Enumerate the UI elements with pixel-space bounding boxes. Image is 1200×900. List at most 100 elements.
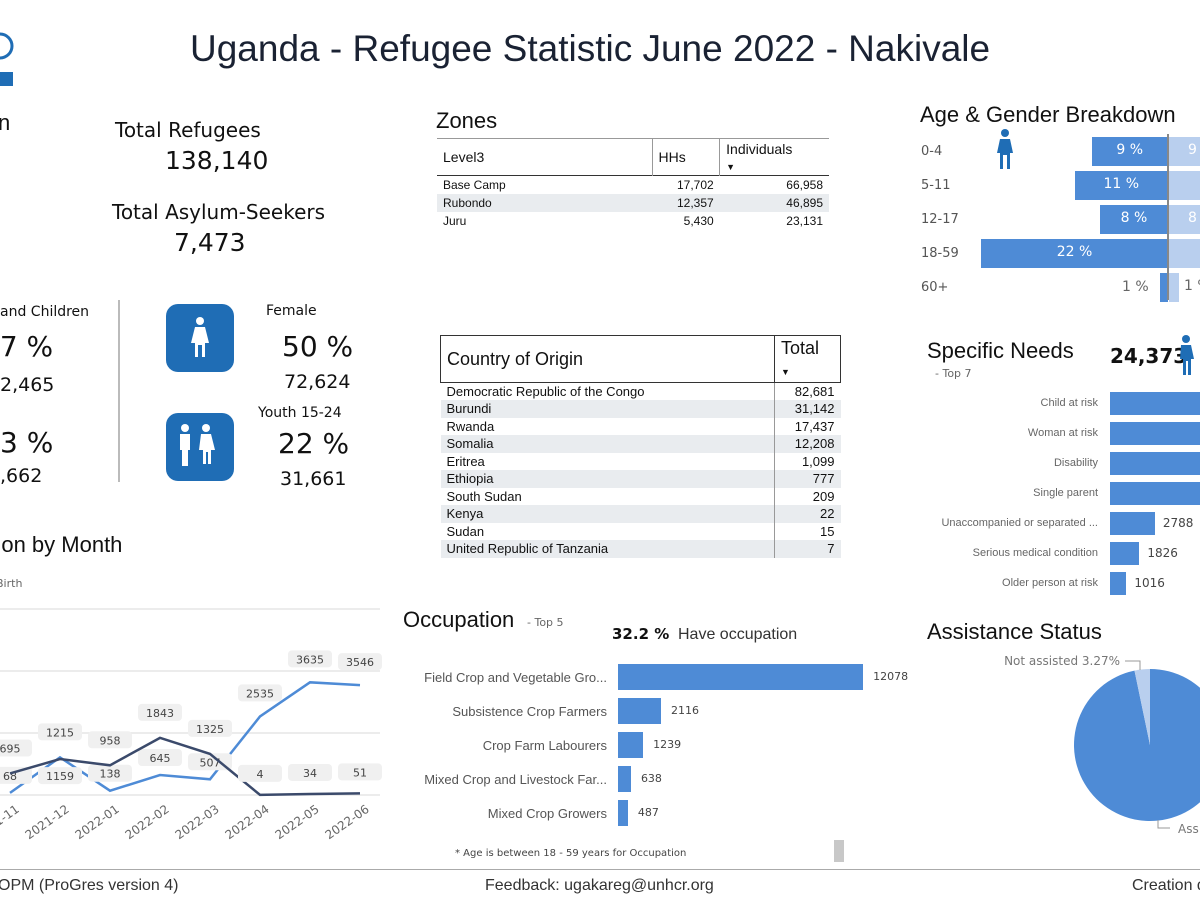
occupation-value: 638 <box>640 772 662 785</box>
female-bar-label: 8 % <box>1120 210 1148 226</box>
assistance-pie: Not assisted 3.27% Ass <box>1004 654 1200 836</box>
data-label: 958 <box>100 734 121 747</box>
data-label-bg <box>88 731 132 749</box>
need-bar <box>1110 452 1200 475</box>
country-row[interactable]: South Sudan 209 <box>441 487 841 505</box>
occupation-pct: 32.2 % <box>612 625 670 643</box>
pie-label: Not assisted 3.27% <box>1004 654 1120 668</box>
scrollbar[interactable] <box>834 840 844 862</box>
occupation-value: 2116 <box>670 704 699 717</box>
data-label: 1215 <box>46 726 74 739</box>
country-cell: 15 <box>774 522 841 540</box>
pie-slice[interactable] <box>1134 669 1150 745</box>
data-label-bg <box>38 767 82 785</box>
zones-col-individuals-label: Individuals <box>726 141 793 157</box>
zones-col-hhs[interactable]: HHs <box>652 138 721 176</box>
country-row[interactable]: United Republic of Tanzania 7 <box>440 540 841 558</box>
country-row[interactable]: Eritrea 1,099 <box>441 452 841 470</box>
female-bar <box>1100 205 1168 234</box>
country-row[interactable]: Rwanda 17,437 <box>441 417 841 435</box>
occupation-pct-label: Have occupation <box>678 626 798 643</box>
data-label-bg <box>0 739 32 757</box>
occupation-label: Crop Farm Labourers <box>482 738 607 753</box>
series-line-light <box>9 681 361 794</box>
data-label: 1159 <box>46 770 74 783</box>
zone-cell: 66,958 <box>786 178 823 192</box>
x-tick-label: 2022-05 <box>273 802 322 840</box>
zone-row[interactable]: Base Camp 17,702 66,958 <box>437 176 829 195</box>
zones-col-level3[interactable]: Level3 <box>437 138 653 176</box>
youth-label: Youth 15-24 <box>258 405 342 421</box>
second-count: ,662 <box>0 465 43 487</box>
female-figure-icon <box>995 128 1015 174</box>
country-row[interactable]: Kenya 22 <box>440 505 841 523</box>
occupation-note: * Age is between 18 - 59 years for Occup… <box>455 848 687 859</box>
data-label-bg <box>188 719 232 737</box>
need-label: Serious medical condition <box>972 547 1098 559</box>
country-row[interactable]: Ethiopia 777 <box>440 470 841 488</box>
data-label-bg <box>338 653 382 671</box>
age-group-label: 60+ <box>921 280 949 295</box>
sort-desc-icon: ▼ <box>781 367 790 377</box>
data-label-bg <box>138 749 182 767</box>
country-row[interactable]: Somalia 12,208 <box>440 435 841 453</box>
occupation-bar <box>618 664 864 690</box>
total-asylum-value: 7,473 <box>174 228 246 257</box>
need-bar <box>1110 542 1140 565</box>
country-row[interactable]: Sudan 15 <box>441 522 841 540</box>
unhcr-logo <box>0 28 14 93</box>
leader-line <box>1125 660 1141 670</box>
occupation-title: Occupation <box>403 607 515 632</box>
footer-feedback[interactable]: Feedback: ugakareg@unhcr.org <box>485 877 714 894</box>
country-col-total[interactable]: Total ▼ <box>774 335 841 383</box>
pie-slice[interactable] <box>1074 669 1200 821</box>
zone-cell: Juru <box>443 214 467 228</box>
data-label-bg <box>38 723 82 741</box>
partial-heading: n <box>0 110 11 135</box>
data-label: 645 <box>150 752 171 765</box>
female-bar-label: 11 % <box>1103 176 1140 192</box>
zones-col-individuals[interactable]: Individuals ▼ <box>720 139 829 176</box>
person-icon <box>1177 334 1195 380</box>
female-bar <box>1159 273 1168 302</box>
data-label-bg <box>288 650 332 668</box>
country-cell: Democratic Republic of the Congo <box>446 384 645 399</box>
zone-row[interactable]: Rubondo 12,357 46,895 <box>437 194 829 212</box>
need-label: Child at risk <box>1040 397 1098 409</box>
male-bar <box>1169 171 1200 200</box>
occupation-label: Subsistence Crop Farmers <box>452 704 607 719</box>
data-label-bg <box>238 764 282 782</box>
need-label: Woman at risk <box>1027 427 1098 439</box>
women-children-pct: 77 % <box>0 330 54 363</box>
occupation-bar <box>618 766 631 792</box>
country-cell: South Sudan <box>446 488 522 504</box>
x-tick-label: 2022-03 <box>173 802 222 840</box>
male-bar-label: 1 % <box>1184 278 1200 294</box>
female-bar-label: 9 % <box>1116 142 1144 158</box>
need-value: 1826 <box>1147 546 1178 560</box>
zone-row[interactable]: Juru 5,430 23,131 <box>437 212 829 230</box>
male-bar <box>1169 239 1200 268</box>
country-row[interactable]: Democratic Republic of the Congo 82,681 <box>441 382 841 400</box>
zone-cell: 17,702 <box>676 178 714 192</box>
data-label: 138 <box>100 768 121 781</box>
data-label: 2535 <box>246 687 274 700</box>
zone-cell: Base Camp <box>443 178 506 192</box>
x-tick-label: 2022-04 <box>223 802 272 840</box>
zone-cell: 23,131 <box>786 214 823 228</box>
female-icon <box>166 304 234 372</box>
zone-cell: 46,895 <box>786 196 823 210</box>
country-col-name[interactable]: Country of Origin <box>440 335 775 383</box>
x-tick-label: 2021-12 <box>23 802 72 840</box>
data-label-bg <box>288 763 332 781</box>
women-children-label: and Children <box>0 304 90 320</box>
data-label-bg <box>0 766 32 784</box>
country-cell: United Republic of Tanzania <box>446 541 609 557</box>
country-row[interactable]: Burundi 31,142 <box>440 400 841 418</box>
male-bar <box>1169 137 1200 166</box>
line-chart-title: ...tion by Month <box>0 532 123 557</box>
zone-cell: Rubondo <box>443 196 492 210</box>
youth-count: 31,661 <box>280 468 347 490</box>
female-pct: 50 % <box>282 330 354 363</box>
